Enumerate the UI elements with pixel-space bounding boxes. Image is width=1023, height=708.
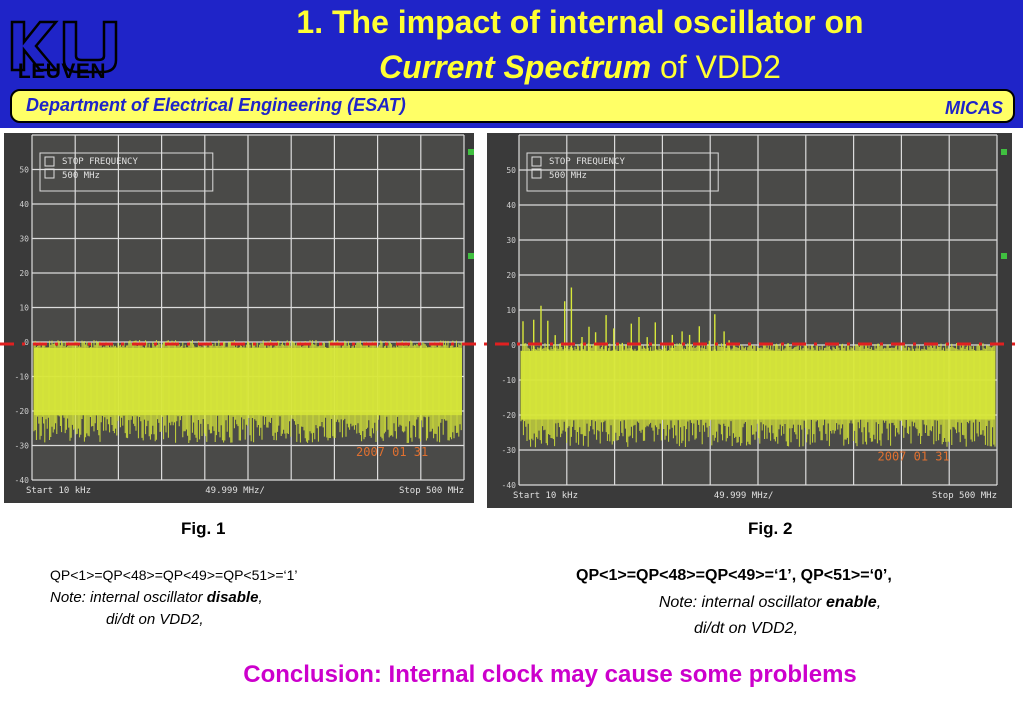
stop-frequency-box xyxy=(39,152,214,192)
capture-date: 2007 01 31 xyxy=(356,445,428,459)
status-indicator xyxy=(1001,253,1007,259)
stop-frequency: Stop 500 MHz xyxy=(399,486,464,496)
y-tick-label: -40 xyxy=(15,476,30,485)
stop-frequency-value: 500 MHz xyxy=(549,171,587,181)
oscillator-spikes xyxy=(522,287,730,351)
y-tick-label: -40 xyxy=(502,481,517,490)
y-tick-label: -20 xyxy=(15,407,30,416)
y-tick-label: -30 xyxy=(15,442,30,451)
fig2-note-suffix: , xyxy=(876,594,882,611)
fig2-qp-setting: QP<1>=QP<48>=QP<49>=‘1’, QP<51>=‘0’, xyxy=(576,567,892,584)
stop-frequency-value: 500 MHz xyxy=(62,171,100,181)
y-tick-label: -10 xyxy=(502,376,517,385)
fig1-note-prefix: Note: internal oscillator xyxy=(50,589,207,606)
stop-frequency-label: STOP FREQUENCY xyxy=(62,157,138,167)
slide-title-line2: Current Spectrum of VDD2 xyxy=(150,49,1010,86)
start-frequency: Start 10 kHz xyxy=(26,486,91,496)
slide-header: LEUVEN 1. The impact of internal oscilla… xyxy=(0,0,1023,128)
y-tick-label: 30 xyxy=(19,235,29,244)
fig1-note-suffix: , xyxy=(258,589,263,606)
fig2-note-prefix: Note: internal oscillator xyxy=(658,594,827,611)
status-indicator xyxy=(468,149,474,155)
y-tick-label: 20 xyxy=(19,269,29,278)
title-italic-part: Current Spectrum xyxy=(379,49,652,85)
fig2-didt: di/dt on VDD2, xyxy=(693,620,799,637)
analyzer-screen: 50 40 30 20 10 0 -10 -20 -30 -40 STOP FREQUENCY 500… xyxy=(4,133,474,503)
spin-down-icon xyxy=(44,168,55,179)
y-tick-label: 0 xyxy=(24,338,29,347)
department-label: Department of Electrical Engineering (ES… xyxy=(26,95,406,115)
y-tick-label: 40 xyxy=(19,200,29,209)
spectrum-trace xyxy=(33,340,462,443)
stop-frequency-box xyxy=(526,152,719,192)
y-tick-label: 0 xyxy=(511,341,516,350)
capture-date: 2007 01 31 xyxy=(878,450,950,464)
spectrum-screenshot-fig2: 50 40 30 20 10 0 -10 -20 -30 -40 STOP FREQUENCY 500… xyxy=(487,133,1012,508)
fig2-caption: Fig. 2 xyxy=(748,519,793,538)
fig2-note-state: enable xyxy=(826,594,877,611)
y-tick-label: -30 xyxy=(502,446,517,455)
fig2-note: Note: internal oscillator enable, xyxy=(560,594,980,612)
reference-level-line xyxy=(0,342,1023,346)
y-tick-label: 40 xyxy=(506,201,516,210)
status-indicator xyxy=(468,253,474,259)
ku-leuven-logo xyxy=(10,20,118,74)
fig1-didt: di/dt on VDD2, xyxy=(106,611,204,628)
conclusion-text: Conclusion: Internal clock may cause som… xyxy=(243,661,857,688)
slide-title-line1: 1. The impact of internal oscillator on xyxy=(296,4,864,40)
group-label: MICAS xyxy=(945,98,1003,118)
y-tick-label: 10 xyxy=(19,304,29,313)
fig1-caption: Fig. 1 xyxy=(181,519,226,538)
stop-frequency: Stop 500 MHz xyxy=(932,491,997,501)
y-tick-label: -10 xyxy=(15,373,30,382)
spectrum-trace xyxy=(520,343,996,448)
fig1-note: Note: internal oscillator disable, xyxy=(50,589,263,606)
department-band: Department of Electrical Engineering (ES… xyxy=(10,89,1015,123)
fig1-note-state: disable xyxy=(206,589,259,606)
spin-up-icon xyxy=(44,156,55,167)
spectrum-screenshot-fig1: 50 40 30 20 10 0 -10 -20 -30 -40 STOP FREQUENCY 500… xyxy=(4,133,474,503)
start-frequency: Start 10 kHz xyxy=(513,491,578,501)
stop-frequency-label: STOP FREQUENCY xyxy=(549,157,625,167)
span-per-division: 49.999 MHz/ xyxy=(205,486,265,496)
analyzer-screen: 50 40 30 20 10 0 -10 -20 -30 -40 STOP FREQUENCY 500… xyxy=(487,133,1012,508)
spin-up-icon xyxy=(531,156,542,167)
spin-down-icon xyxy=(531,168,542,179)
status-indicator xyxy=(1001,149,1007,155)
y-tick-label: 50 xyxy=(19,166,29,175)
logo-wordmark: LEUVEN xyxy=(17,60,107,83)
y-tick-label: 20 xyxy=(506,271,516,280)
fig1-qp-setting: QP<1>=QP<48>=QP<49>=QP<51>=‘1’ xyxy=(50,567,298,583)
span-per-division: 49.999 MHz/ xyxy=(714,491,774,501)
y-tick-label: 30 xyxy=(506,236,516,245)
y-tick-label: -20 xyxy=(502,411,517,420)
y-tick-label: 50 xyxy=(506,166,516,175)
title-plain-part: of VDD2 xyxy=(651,49,781,85)
y-tick-label: 10 xyxy=(506,306,516,315)
